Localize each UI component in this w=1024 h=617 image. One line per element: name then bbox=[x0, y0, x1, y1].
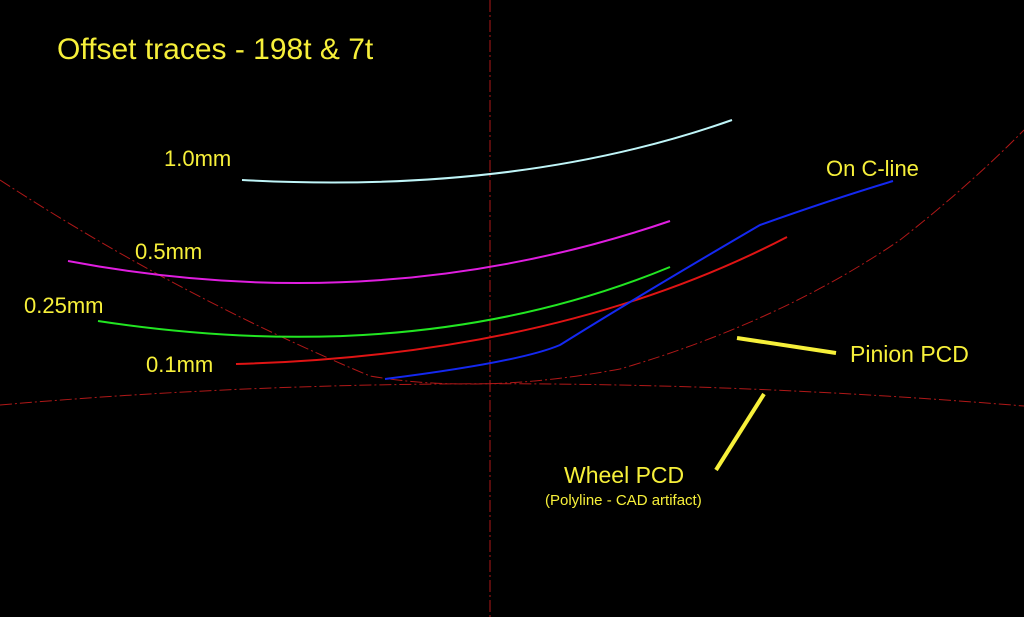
trace-0-1mm bbox=[235, 236, 788, 365]
label-0-5mm: 0.5mm bbox=[135, 239, 202, 264]
trace-on-c-line bbox=[384, 180, 894, 380]
label-0-25mm: 0.25mm bbox=[24, 293, 103, 318]
label-wheel-pcd-note: (Polyline - CAD artifact) bbox=[545, 492, 702, 509]
wheel-pcd-leader bbox=[714, 392, 766, 472]
label-on-c-line: On C-line bbox=[826, 156, 919, 181]
diagram-title: Offset traces - 198t & 7t bbox=[57, 33, 374, 66]
leader-lines bbox=[714, 336, 837, 472]
label-wheel-pcd: Wheel PCD bbox=[564, 462, 684, 488]
label-pinion-pcd: Pinion PCD bbox=[850, 341, 969, 367]
trace-0-5mm bbox=[67, 220, 671, 285]
pinion-pcd-circle bbox=[0, 129, 1024, 385]
offset-traces bbox=[67, 119, 894, 380]
pinion-pcd-leader bbox=[736, 336, 837, 355]
trace-1-0mm bbox=[241, 119, 733, 184]
label-1-0mm: 1.0mm bbox=[164, 146, 231, 171]
label-0-1mm: 0.1mm bbox=[146, 352, 213, 377]
wheel-pcd-circle bbox=[0, 383, 1024, 407]
trace-0-25mm bbox=[97, 266, 671, 338]
